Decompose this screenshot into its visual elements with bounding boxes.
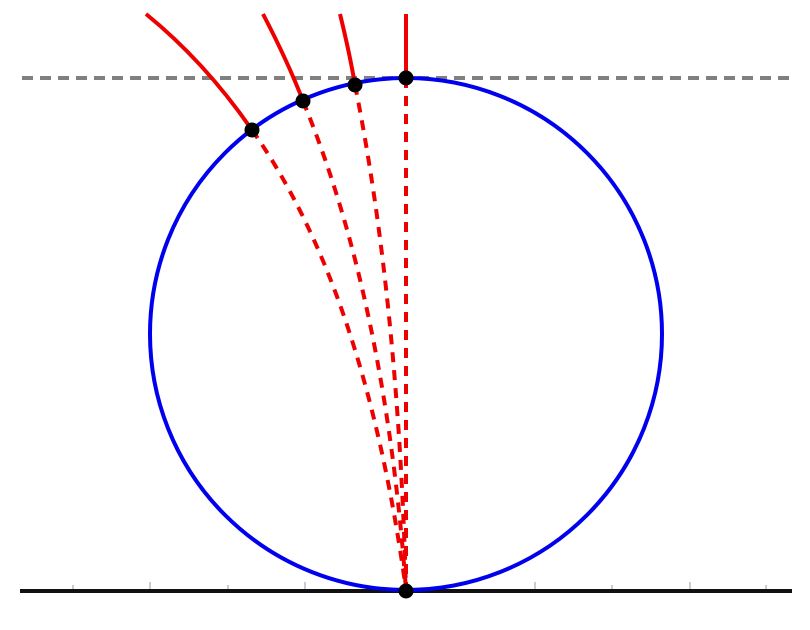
curve-solid bbox=[338, 13, 357, 86]
point bbox=[295, 93, 311, 109]
point bbox=[398, 70, 414, 86]
point bbox=[244, 122, 260, 138]
red-curves bbox=[144, 12, 408, 591]
curve-solid bbox=[144, 12, 254, 132]
curve-solid bbox=[261, 13, 305, 102]
point bbox=[398, 583, 414, 599]
curve-dashed bbox=[301, 100, 408, 591]
curve-dashed bbox=[250, 128, 408, 591]
axis-ticks bbox=[72, 582, 767, 591]
points bbox=[244, 70, 414, 599]
point bbox=[347, 77, 363, 93]
curve-dashed bbox=[353, 84, 408, 591]
